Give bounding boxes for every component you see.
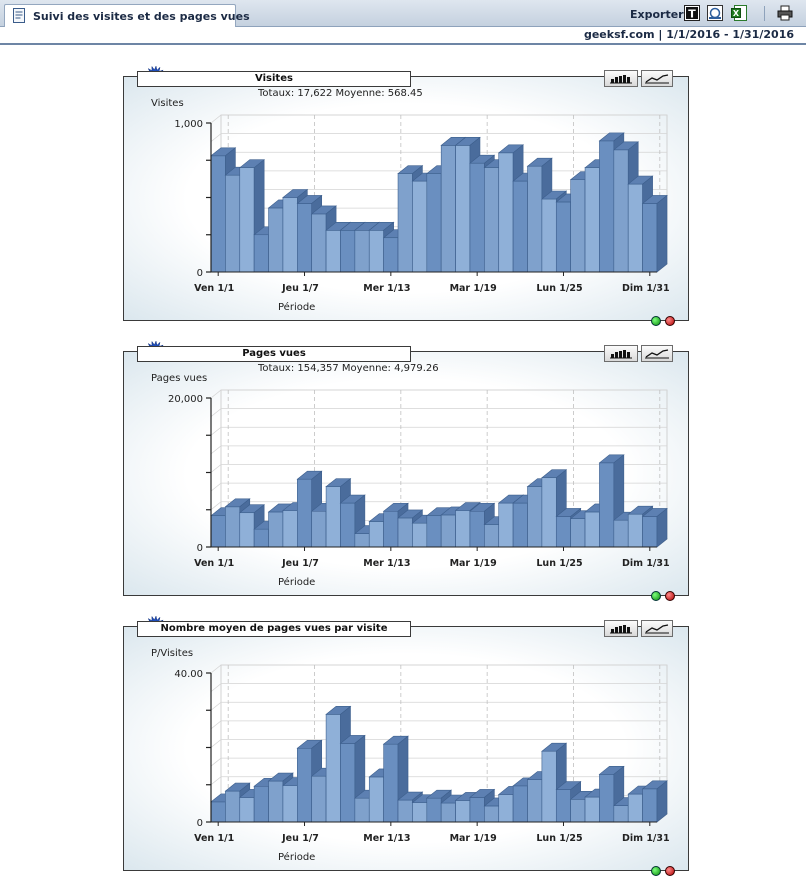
line-chart-toggle-button[interactable] xyxy=(641,345,673,362)
report-subheader: geeksf.com | 1/1/2016 - 1/31/2016 xyxy=(0,27,806,45)
line-chart-toggle-button[interactable] xyxy=(641,620,673,637)
chart-totals: Totaux: 154,357 Moyenne: 4,979.26 xyxy=(258,363,439,374)
chart-bar xyxy=(641,507,668,548)
x-tick-label: Jeu 1/7 xyxy=(281,283,319,294)
chart-title: Nombre moyen de pages vues par visite xyxy=(137,621,411,637)
bar-chart-icon xyxy=(610,350,632,359)
x-tick-label: Jeu 1/7 xyxy=(281,833,319,844)
site-and-date-range: geeksf.com | 1/1/2016 - 1/31/2016 xyxy=(583,28,794,41)
status-ok-indicator xyxy=(651,316,661,326)
top-toolbar: Suivi des visites et des pages vues Expo… xyxy=(0,0,806,27)
chart-plot: 40.00 0 Ven 1/1 Jeu 1/7 Mer 1/13 Mar 1/19 Lun … xyxy=(174,664,670,844)
visits-chart-panel: Visites Totaux: 17,622 Moyenne: 568.45 Vis… xyxy=(123,65,689,326)
x-tick-label: Dim 1/31 xyxy=(622,283,670,294)
toolbar-separator xyxy=(764,6,765,21)
report-tab-title: Suivi des visites et des pages vues xyxy=(33,10,250,23)
x-tick-label: Lun 1/25 xyxy=(536,833,582,844)
x-tick-label: Dim 1/31 xyxy=(622,833,670,844)
chart-title: Visites xyxy=(137,71,411,87)
chart-totals: Totaux: 17,622 Moyenne: 568.45 xyxy=(258,88,423,99)
y-tick-label-min: 0 xyxy=(197,818,203,829)
y-axis-title: P/Visites xyxy=(151,648,194,659)
x-axis-title: Période xyxy=(278,852,316,863)
y-tick-label-max: 40.00 xyxy=(174,669,203,680)
chart-bar xyxy=(641,780,668,823)
line-chart-icon xyxy=(645,624,669,634)
x-axis-title: Période xyxy=(278,302,316,313)
chart-bar xyxy=(641,194,668,273)
chart-title: Pages vues xyxy=(137,346,411,362)
x-axis-title: Période xyxy=(278,577,316,588)
chart-plot: 20,000 0 Ven 1/1 Jeu 1/7 Mer 1/13 Mar 1/19 Lun… xyxy=(168,389,670,569)
report-tab[interactable]: Suivi des visites et des pages vues xyxy=(4,4,250,27)
bar-chart-icon xyxy=(610,625,632,634)
line-chart-icon xyxy=(645,349,669,359)
text-export-icon[interactable]: T xyxy=(684,5,700,21)
x-tick-label: Mar 1/19 xyxy=(450,558,497,569)
status-ok-indicator xyxy=(651,591,661,601)
line-chart-toggle-button[interactable] xyxy=(641,70,673,87)
x-tick-label: Mer 1/13 xyxy=(363,558,410,569)
status-error-indicator xyxy=(665,866,675,876)
y-tick-label-min: 0 xyxy=(197,268,203,279)
pageviews-chart-panel: Pages vues Totaux: 154,357 Moyenne: 4,979… xyxy=(123,340,689,601)
excel-export-icon[interactable]: X xyxy=(731,5,747,21)
x-tick-label: Mar 1/19 xyxy=(450,833,497,844)
line-chart-icon xyxy=(645,74,669,84)
svg-text:X: X xyxy=(733,9,740,18)
x-tick-label: Mar 1/19 xyxy=(450,283,497,294)
x-tick-label: Lun 1/25 xyxy=(536,283,582,294)
bar-chart-toggle-button[interactable] xyxy=(604,345,638,362)
x-tick-label: Mer 1/13 xyxy=(363,283,410,294)
bar-chart-icon xyxy=(610,75,632,84)
print-icon[interactable] xyxy=(777,5,793,21)
pages-per-visit-chart-panel: Nombre moyen de pages vues par visite P/V… xyxy=(123,615,689,876)
y-tick-label-max: 1,000 xyxy=(174,119,203,130)
web-export-icon[interactable] xyxy=(707,5,723,21)
chart-bar xyxy=(325,478,352,548)
bar-chart-toggle-button[interactable] xyxy=(604,620,638,637)
y-tick-label-min: 0 xyxy=(197,543,203,554)
y-tick-label-max: 20,000 xyxy=(168,394,203,405)
y-axis-title: Visites xyxy=(151,98,184,109)
report-document-icon xyxy=(13,8,25,23)
export-label: Exporter xyxy=(630,8,684,21)
status-error-indicator xyxy=(665,316,675,326)
x-tick-label: Mer 1/13 xyxy=(363,833,410,844)
x-tick-label: Ven 1/1 xyxy=(194,558,234,569)
status-ok-indicator xyxy=(651,866,661,876)
y-axis-title: Pages vues xyxy=(151,373,208,384)
x-tick-label: Ven 1/1 xyxy=(194,283,234,294)
bar-chart-toggle-button[interactable] xyxy=(604,70,638,87)
x-tick-label: Jeu 1/7 xyxy=(281,558,319,569)
x-tick-label: Ven 1/1 xyxy=(194,833,234,844)
status-error-indicator xyxy=(665,591,675,601)
svg-text:T: T xyxy=(688,8,696,21)
x-tick-label: Lun 1/25 xyxy=(536,558,582,569)
chart-plot: 1,000 0 Ven 1/1 Jeu 1/7 Mer 1/13 Mar 1/19 Lun … xyxy=(174,114,670,294)
x-tick-label: Dim 1/31 xyxy=(622,558,670,569)
